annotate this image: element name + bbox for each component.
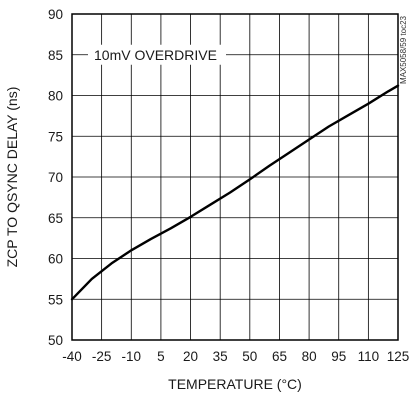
- y-tick-label: 75: [48, 129, 63, 144]
- y-tick-label: 65: [48, 211, 63, 226]
- x-tick-label: 20: [183, 349, 198, 364]
- x-axis-title: TEMPERATURE (°C): [168, 376, 302, 392]
- annotation-background: [88, 44, 226, 65]
- y-axis-title: ZCP TO QSYNC DELAY (ns): [4, 87, 20, 268]
- x-tick-label: -25: [92, 349, 112, 364]
- y-tick-label: 85: [48, 48, 63, 63]
- y-tick-label: 80: [48, 89, 63, 104]
- y-tick-label: 50: [48, 333, 63, 348]
- x-tick-labels: -40 -25 -10 5 20 35 50 65 80 95 110 125: [62, 349, 409, 364]
- x-tick-label: 65: [272, 349, 287, 364]
- figure-code: MAX5058/59 toc23: [399, 15, 408, 84]
- plot-frame: [71, 13, 399, 341]
- y-tick-label: 70: [48, 170, 63, 185]
- series-line: [70, 84, 400, 301]
- x-tick-label: 80: [302, 349, 317, 364]
- x-tick-label: 50: [242, 349, 257, 364]
- x-tick-label: 125: [387, 349, 409, 364]
- y-tick-label: 60: [48, 252, 63, 267]
- grid: [72, 14, 398, 340]
- x-tick-label: 110: [358, 349, 380, 364]
- y-tick-label: 55: [48, 292, 63, 307]
- x-tick-label: -40: [62, 349, 82, 364]
- x-tick-label: 35: [213, 349, 228, 364]
- x-tick-label: -10: [122, 349, 142, 364]
- x-tick-label: 95: [331, 349, 346, 364]
- y-tick-labels: 50 55 60 65 70 75 80 85 90: [48, 7, 63, 348]
- x-tick-label: 5: [157, 349, 165, 364]
- annotation-label: 10mV OVERDRIVE: [94, 47, 217, 63]
- y-tick-label: 90: [48, 7, 63, 22]
